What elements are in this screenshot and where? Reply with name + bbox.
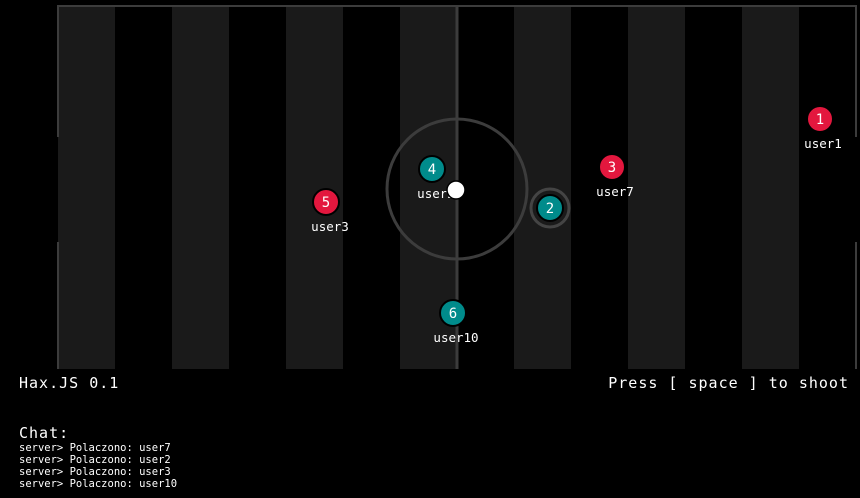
ball-icon	[446, 180, 466, 200]
player-disc	[312, 188, 340, 216]
player-red: 5 user3	[311, 188, 349, 234]
chat-message: server> Polaczono: user7	[19, 442, 171, 454]
player-disc	[439, 299, 467, 327]
player-number: 2	[546, 201, 554, 217]
player-blue: 4 user2	[417, 155, 455, 201]
player-name-label: user7	[596, 184, 634, 199]
chat-message: server> Polaczono: user2	[19, 454, 171, 466]
player-red: 3 user7	[596, 153, 634, 199]
pitch-stripe	[742, 6, 799, 369]
player-number: 1	[816, 112, 824, 128]
player-disc	[418, 155, 446, 183]
controlled-player-ring	[529, 187, 571, 229]
player-disc	[536, 194, 564, 222]
player-red: 1 user1	[804, 105, 842, 151]
center-circle	[385, 117, 529, 261]
player-number: 4	[428, 162, 436, 178]
chat-title: Chat:	[19, 424, 70, 442]
chat-message: server> Polaczono: user10	[19, 478, 178, 490]
game-field: 1 user1 3 user7 5 user3 4 user2 2 6 user10	[57, 5, 857, 369]
player-name-label: user1	[804, 136, 842, 151]
player-name-label: user3	[311, 219, 349, 234]
player-number: 6	[449, 306, 457, 322]
player-number: 5	[322, 195, 330, 211]
pitch-stripe	[514, 6, 571, 369]
pitch-stripe	[172, 6, 229, 369]
game-title: Hax.JS 0.1	[19, 374, 120, 392]
pitch-stripe	[58, 6, 115, 369]
chat-message: server> Polaczono: user3	[19, 466, 171, 478]
player-name-label: user2	[417, 186, 455, 201]
player-blue: 6 user10	[433, 299, 479, 345]
player-name-label: user10	[433, 330, 478, 345]
pitch-stripes	[58, 6, 799, 369]
players-layer: 1 user1 3 user7 5 user3 4 user2 2 6 user10	[311, 105, 842, 345]
shoot-hint: Press [ space ] to shoot	[608, 374, 849, 392]
chat-log: server> Polaczono: user7 server> Polaczo…	[19, 442, 177, 490]
chat-panel: Chat: server> Polaczono: user7 server> P…	[19, 424, 177, 491]
player-number: 3	[608, 160, 616, 176]
pitch-stripe	[286, 6, 343, 369]
player-blue: 2	[529, 187, 571, 229]
player-disc	[598, 153, 626, 181]
pitch-stripe	[628, 6, 685, 369]
player-disc	[806, 105, 834, 133]
